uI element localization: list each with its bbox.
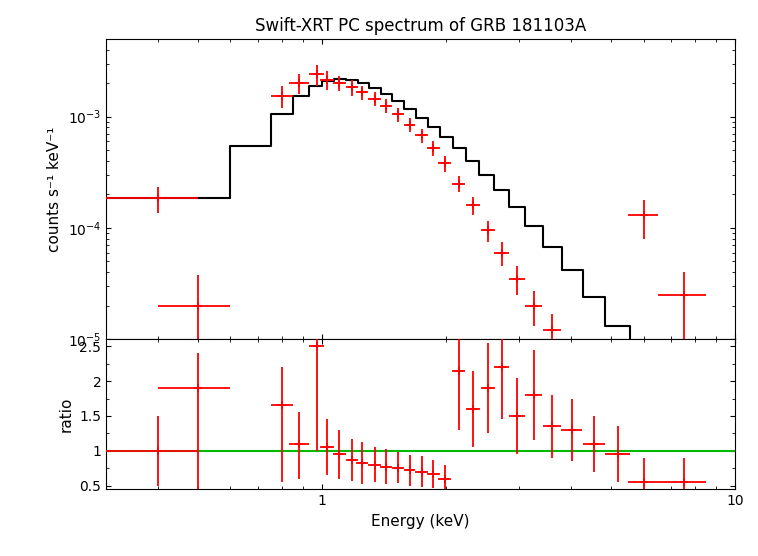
- Y-axis label: counts s⁻¹ keV⁻¹: counts s⁻¹ keV⁻¹: [47, 126, 62, 252]
- Y-axis label: ratio: ratio: [58, 396, 74, 432]
- X-axis label: Energy (keV): Energy (keV): [371, 514, 470, 529]
- Title: Swift-XRT PC spectrum of GRB 181103A: Swift-XRT PC spectrum of GRB 181103A: [255, 17, 587, 34]
